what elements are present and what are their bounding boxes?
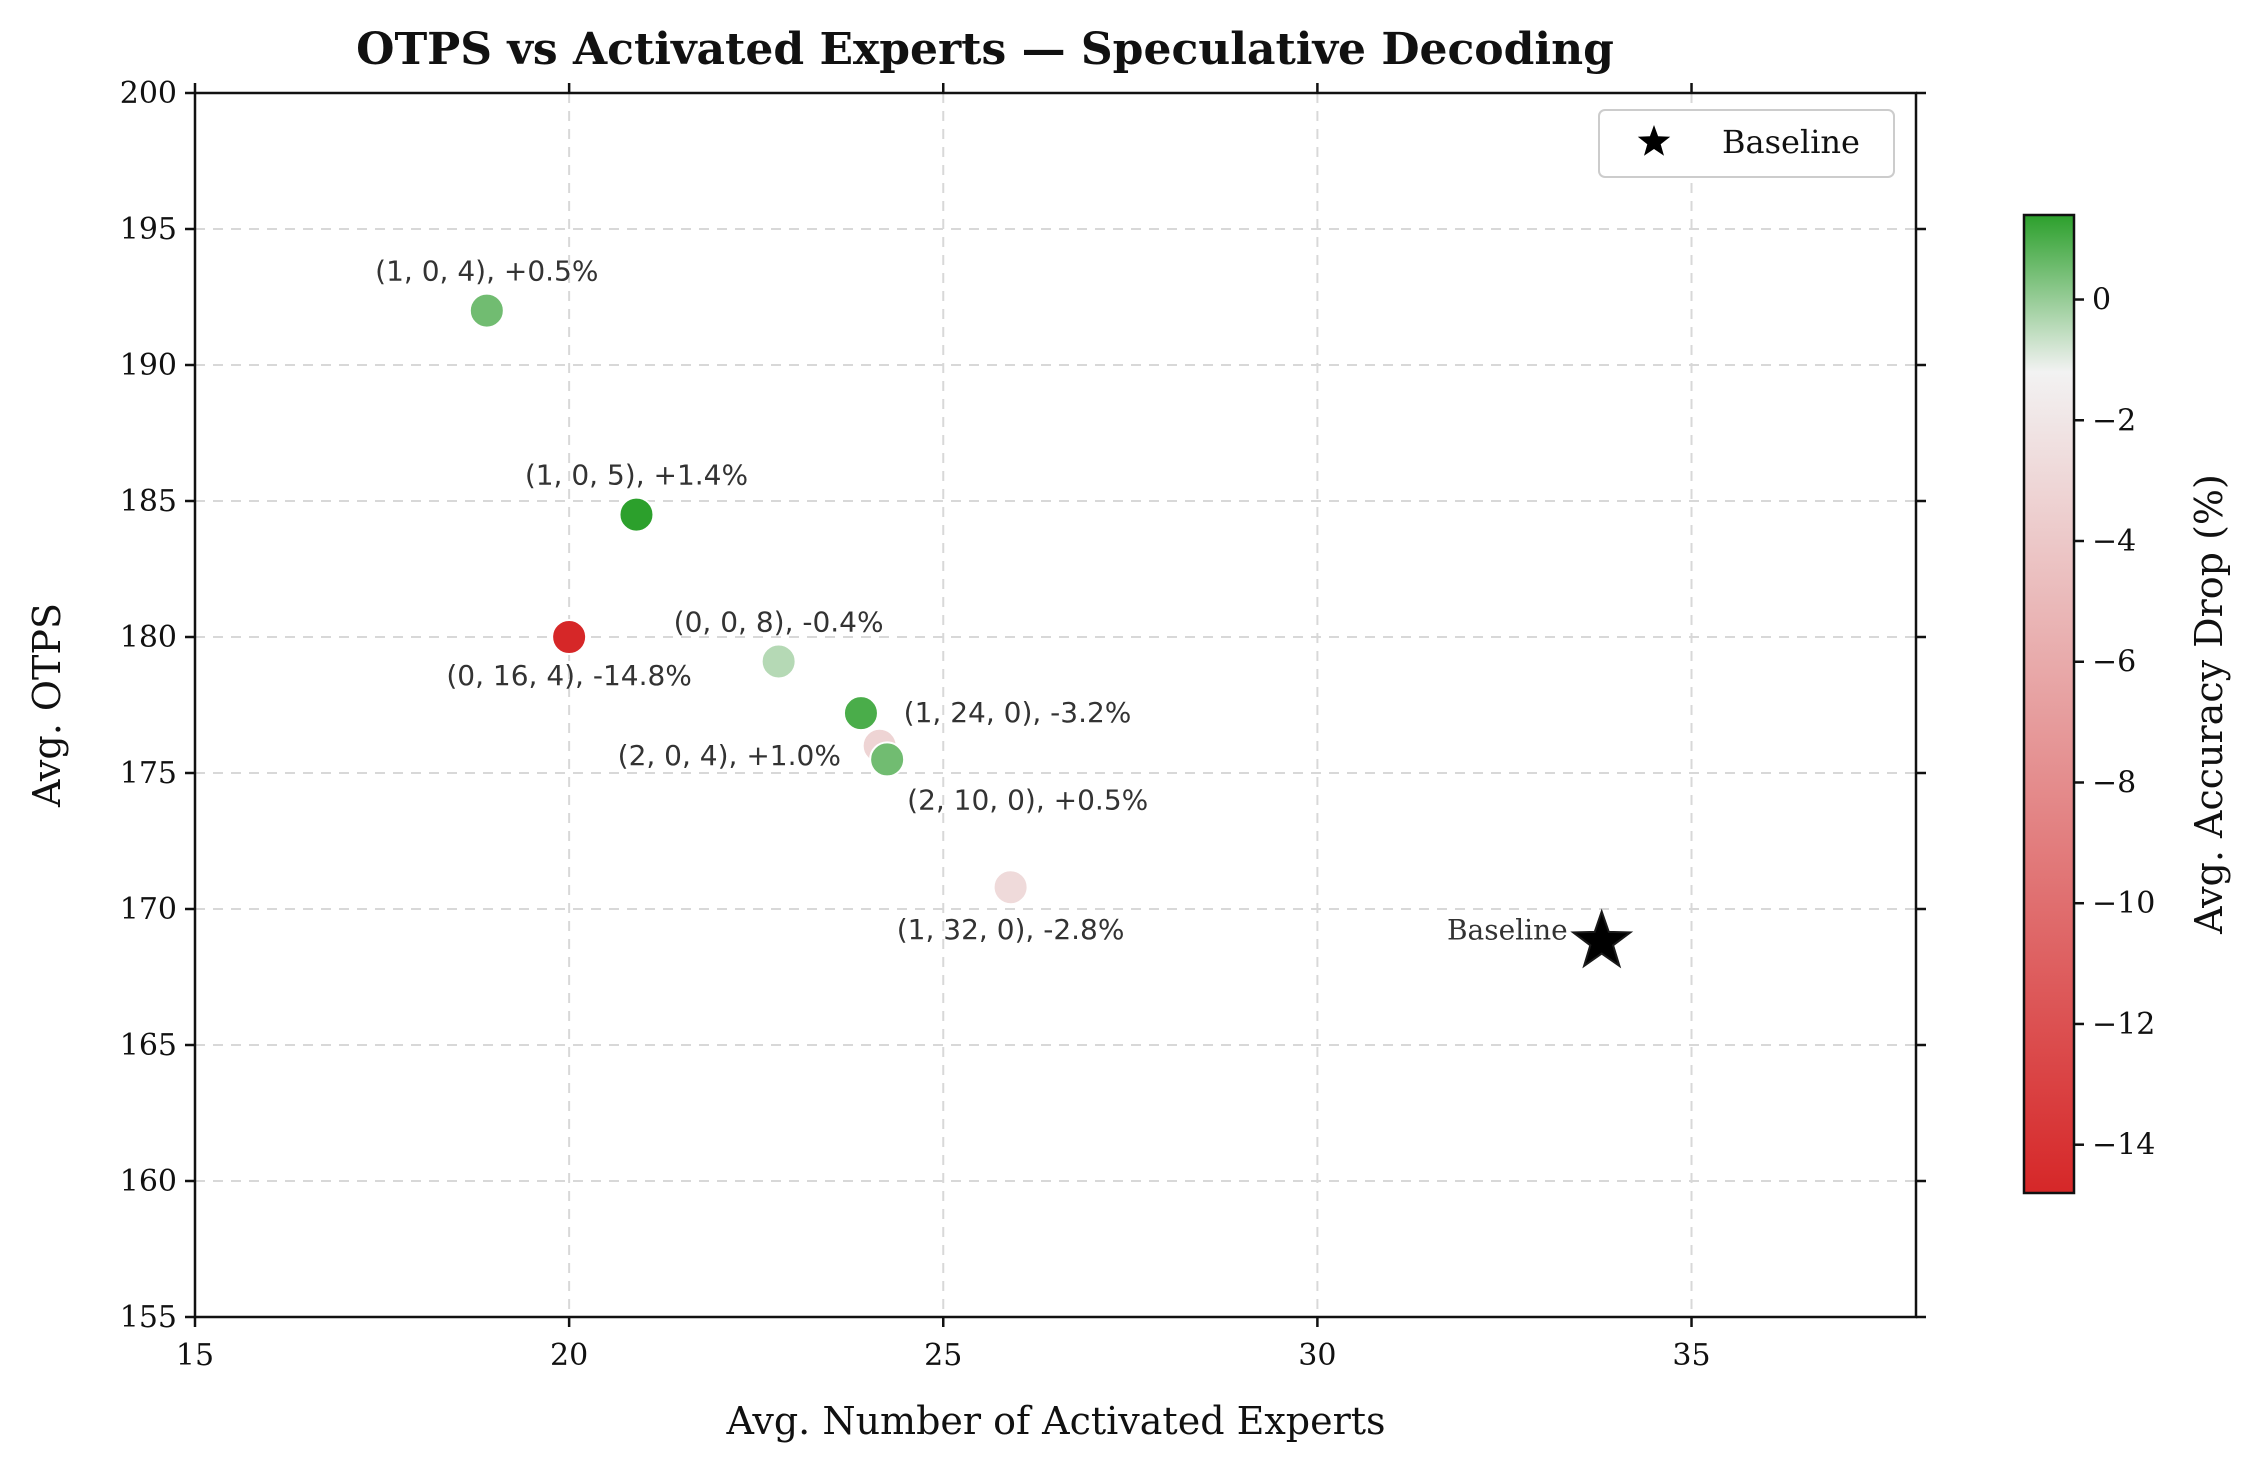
colorbar-tick-label: −4 — [2092, 524, 2136, 559]
x-tick-label: 35 — [1672, 1338, 1710, 1373]
data-point — [842, 695, 879, 732]
y-tick-label: 175 — [120, 756, 177, 791]
baseline-annotation: Baseline — [1447, 914, 1568, 947]
y-tick-label: 170 — [120, 892, 177, 927]
colorbar-title: Avg. Accuracy Drop (%) — [2187, 474, 2231, 935]
colorbar-gradient — [2022, 213, 2076, 1195]
grid-lines — [195, 93, 1916, 1317]
chart-title: OTPS vs Activated Experts — Speculative … — [356, 24, 1614, 75]
point-label: (1, 0, 4), +0.5% — [375, 255, 598, 288]
data-point — [618, 496, 655, 533]
point-label: (0, 16, 4), -14.8% — [446, 659, 692, 692]
legend-box — [1598, 109, 1895, 178]
x-tick-label: 15 — [176, 1338, 214, 1373]
colorbar-tick-label: −2 — [2092, 403, 2136, 438]
colorbar-tick-label: −12 — [2092, 1007, 2155, 1042]
y-tick-label: 185 — [120, 484, 177, 519]
legend-star-icon — [1637, 125, 1671, 156]
x-axis-ticks: 15 20 25 30 35 — [176, 83, 1711, 1373]
y-tick-label: 180 — [120, 620, 177, 655]
y-tick-label: 200 — [120, 76, 177, 111]
data-point — [992, 869, 1029, 906]
point-label: (2, 10, 0), +0.5% — [907, 783, 1148, 816]
colorbar-ticks: −14 −12 −10 −8 −6 −4 −2 0 — [2074, 283, 2155, 1163]
plot-frame — [193, 91, 1918, 1319]
data-point — [869, 741, 906, 778]
y-axis-title: Avg. OTPS — [25, 603, 69, 808]
data-points — [468, 292, 1029, 906]
y-tick-label: 160 — [120, 1164, 177, 1199]
point-label: (0, 0, 8), -0.4% — [674, 605, 884, 638]
point-label: (1, 32, 0), -2.8% — [897, 913, 1125, 946]
baseline-group: Baseline — [1447, 908, 1634, 969]
colorbar-tick-label: −10 — [2092, 886, 2155, 921]
point-label: (1, 24, 0), -3.2% — [904, 696, 1132, 729]
x-tick-label: 30 — [1298, 1338, 1336, 1373]
data-point — [760, 643, 797, 680]
y-tick-label: 190 — [120, 348, 177, 383]
colorbar-tick-label: 0 — [2092, 283, 2111, 318]
y-axis-ticks: 155 160 165 170 175 180 185 190 195 200 — [120, 76, 1926, 1335]
colorbar-tick-label: −6 — [2092, 645, 2136, 680]
legend: Baseline — [1598, 109, 1895, 178]
x-tick-label: 25 — [924, 1338, 962, 1373]
y-tick-label: 195 — [120, 212, 177, 247]
x-axis-title: Avg. Number of Activated Experts — [725, 1399, 1385, 1443]
colorbar-tick-label: −14 — [2092, 1128, 2155, 1163]
y-tick-label: 165 — [120, 1028, 177, 1063]
point-label: (2, 0, 4), +1.0% — [618, 739, 841, 772]
data-point — [551, 619, 588, 655]
y-tick-label: 155 — [120, 1300, 177, 1335]
point-label: (1, 0, 5), +1.4% — [525, 459, 748, 492]
point-annotations: (1, 0, 4), +0.5% (1, 0, 5), +1.4% (0, 16, … — [375, 255, 1148, 947]
baseline-star-marker — [1570, 908, 1634, 969]
colorbar: −14 −12 −10 −8 −6 −4 −2 0 Avg. Accuracy Drop (%… — [2022, 213, 2231, 1195]
colorbar-tick-label: −8 — [2092, 765, 2136, 800]
x-tick-label: 20 — [550, 1338, 588, 1373]
legend-label: Baseline — [1722, 123, 1860, 161]
data-point — [468, 292, 505, 329]
